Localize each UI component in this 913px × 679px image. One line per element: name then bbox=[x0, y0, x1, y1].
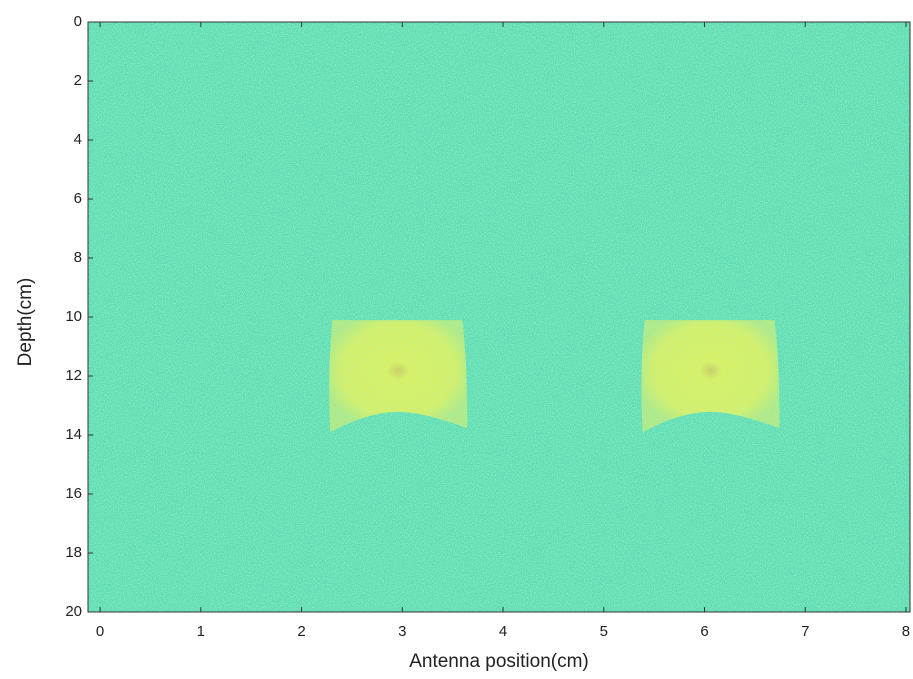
y-tick-label: 16 bbox=[65, 485, 82, 502]
x-tick-label: 7 bbox=[801, 623, 809, 640]
noise bbox=[88, 22, 910, 612]
x-tick-label: 1 bbox=[197, 623, 205, 640]
x-tick-label: 8 bbox=[902, 623, 910, 640]
y-tick-label: 10 bbox=[65, 308, 82, 325]
x-tick-label: 2 bbox=[297, 623, 305, 640]
x-tick-label: 3 bbox=[398, 623, 406, 640]
x-tick-label: 5 bbox=[600, 623, 608, 640]
y-tick-label: 4 bbox=[74, 131, 82, 148]
x-tick-label: 0 bbox=[96, 623, 104, 640]
y-tick-label: 2 bbox=[74, 72, 82, 89]
y-tick-label: 18 bbox=[65, 544, 82, 561]
y-tick-label: 0 bbox=[74, 13, 82, 30]
y-tick-label: 12 bbox=[65, 367, 82, 384]
x-tick-label: 4 bbox=[499, 623, 507, 640]
y-axis-title: Depth(cm) bbox=[15, 278, 36, 367]
y-tick-label: 6 bbox=[74, 190, 82, 207]
x-tick-label: 6 bbox=[700, 623, 708, 640]
x-axis-title: Antenna position(cm) bbox=[409, 651, 589, 672]
y-tick-label: 20 bbox=[65, 603, 82, 620]
y-tick-label: 14 bbox=[65, 426, 82, 443]
y-tick-label: 8 bbox=[74, 249, 82, 266]
